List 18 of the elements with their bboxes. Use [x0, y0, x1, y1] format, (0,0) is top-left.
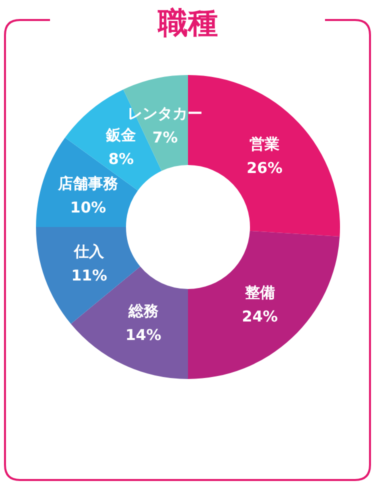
data-label: 8% — [108, 150, 134, 168]
donut-slice — [188, 75, 340, 237]
data-label: 26% — [246, 159, 282, 178]
slice-label: 整備 — [244, 284, 275, 302]
chart-title: 職種 — [157, 6, 218, 41]
slice-label: レンタカー — [128, 104, 203, 123]
slice-label: 鈑金 — [105, 126, 136, 144]
donut-slice — [188, 230, 340, 379]
slice-label: 総務 — [127, 302, 160, 320]
data-label: 10% — [70, 198, 106, 217]
slice-label: 店舗事務 — [57, 174, 120, 193]
data-label: 7% — [152, 128, 178, 147]
donut-slice — [70, 266, 188, 379]
slice-label: 営業 — [250, 135, 280, 154]
data-label: 24% — [242, 308, 278, 326]
data-label: 14% — [125, 326, 162, 344]
data-label: 11% — [71, 266, 108, 285]
slice-label: 仕入 — [73, 242, 106, 261]
